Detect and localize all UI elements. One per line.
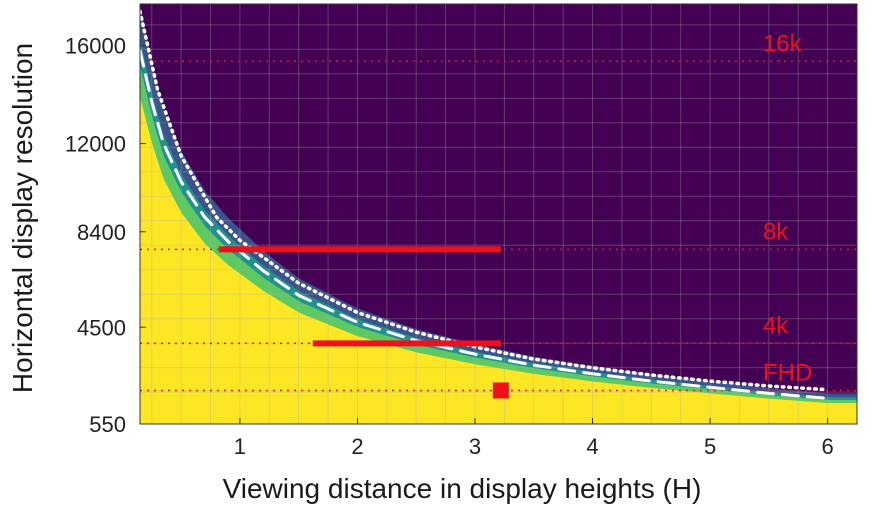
x-tick-label: 5 xyxy=(704,434,716,459)
y-axis-title: Horizontal display resolution xyxy=(7,43,38,393)
threshold-curve-dotted xyxy=(140,9,830,392)
y-tick-label: 16000 xyxy=(65,34,126,59)
threshold-curve-dashed xyxy=(140,49,830,400)
x-tick-label: 4 xyxy=(586,434,598,459)
plot-frame xyxy=(139,3,858,425)
resolution-label-4k: 4k xyxy=(763,312,789,339)
x-tick-label: 3 xyxy=(469,434,481,459)
plot-area: 16k 8k 4k FHD xyxy=(140,4,857,424)
y-tick-label: 8400 xyxy=(77,220,126,245)
x-axis-title: Viewing distance in display heights (H) xyxy=(223,473,702,504)
x-tick-label: 6 xyxy=(821,434,833,459)
highlight-point-fhd xyxy=(492,382,509,399)
axes: 1 2 3 4 5 6 550 4500 8400 12000 16000 xyxy=(65,34,834,459)
y-tick-label: 12000 xyxy=(65,132,126,157)
resolution-label-fhd: FHD xyxy=(763,359,812,386)
resolution-label-8k: 8k xyxy=(763,218,789,245)
y-tick-label: 550 xyxy=(89,412,126,437)
y-tick-label: 4500 xyxy=(77,315,126,340)
x-tick-label: 1 xyxy=(234,434,246,459)
resolution-label-16k: 16k xyxy=(763,30,803,57)
x-tick-label: 2 xyxy=(351,434,363,459)
